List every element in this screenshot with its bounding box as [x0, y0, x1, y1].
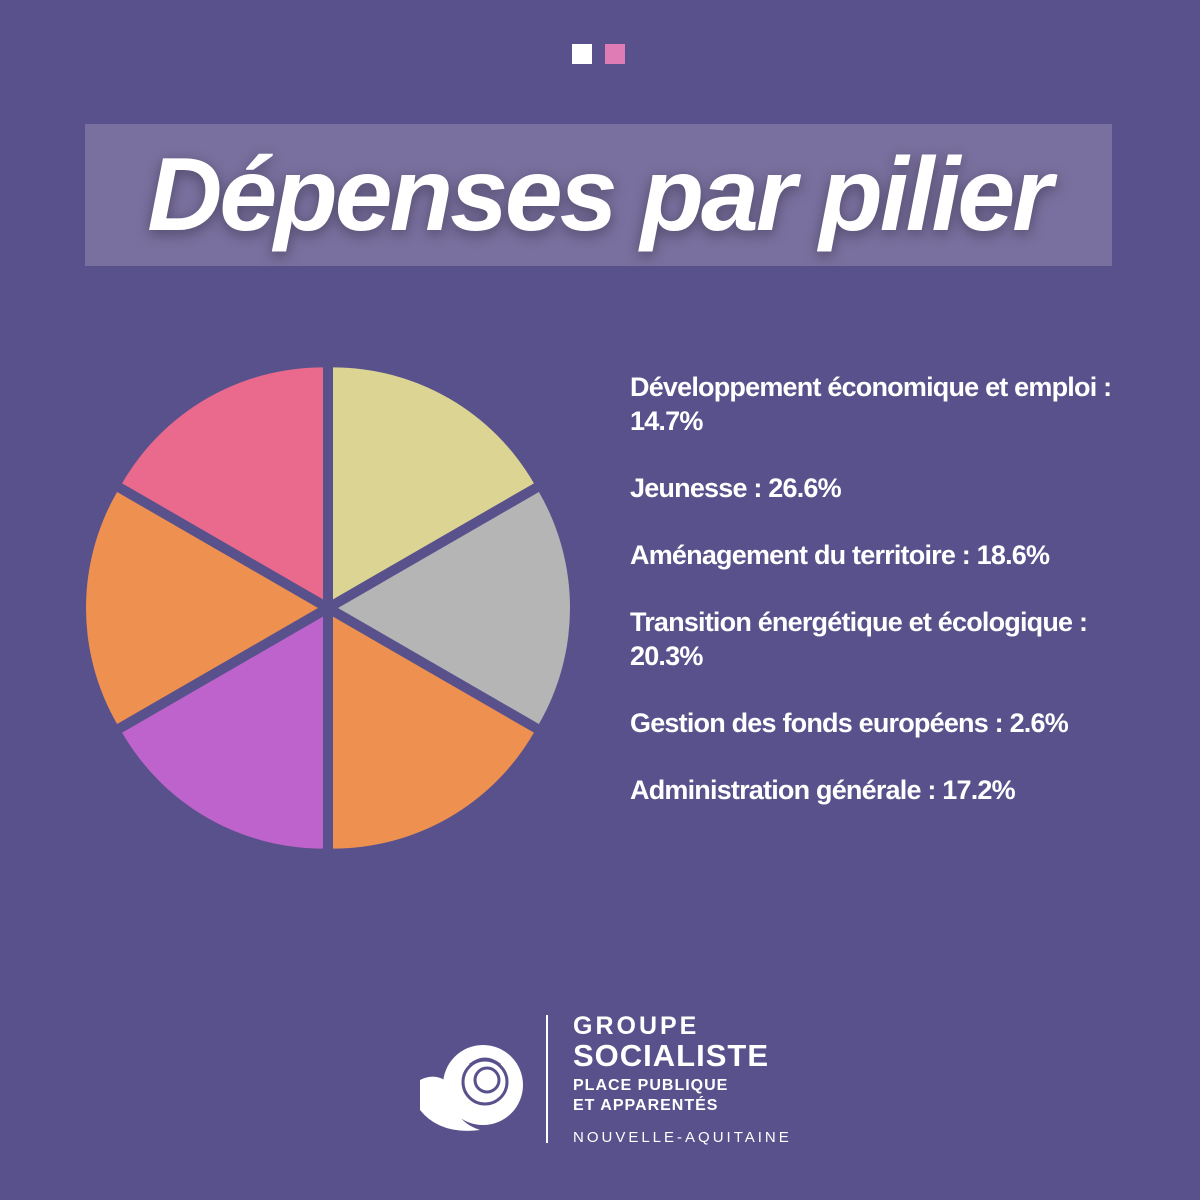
- legend-item: Transition énergétique et écologique : 2…: [630, 607, 1088, 671]
- title: Dépenses par pilier: [147, 136, 1053, 253]
- legend: Développement économique et emploi : 14.…: [630, 370, 1130, 840]
- pie-wedge: [85, 492, 318, 724]
- rose-icon: [420, 1045, 523, 1131]
- pie-wedge: [122, 616, 323, 849]
- pie-wedge: [338, 492, 570, 724]
- logo-text: SOCIALISTE: [573, 1038, 770, 1073]
- deco-square: [605, 44, 625, 64]
- deco-square: [572, 44, 592, 64]
- pie: [85, 367, 570, 849]
- pie-wedge: [333, 367, 534, 600]
- pie-wedge: [122, 367, 323, 600]
- logo-text: NOUVELLE-AQUITAINE: [573, 1129, 792, 1146]
- legend-item: Développement économique et emploi : 14.…: [630, 372, 1112, 436]
- legend-item: Gestion des fonds européens : 2.6%: [630, 708, 1069, 738]
- logo-text: GROUPE: [573, 1012, 700, 1040]
- logo-text: ET APPARENTÉS: [573, 1097, 719, 1114]
- legend-item: Administration générale : 17.2%: [630, 775, 1016, 805]
- title-box: Dépenses par pilier: [85, 124, 1112, 266]
- legend-item: Jeunesse : 26.6%: [630, 473, 842, 503]
- pie-wedge: [333, 616, 534, 849]
- legend-item: Aménagement du territoire : 18.6%: [630, 540, 1050, 570]
- logo-text: PLACE PUBLIQUE: [573, 1077, 729, 1094]
